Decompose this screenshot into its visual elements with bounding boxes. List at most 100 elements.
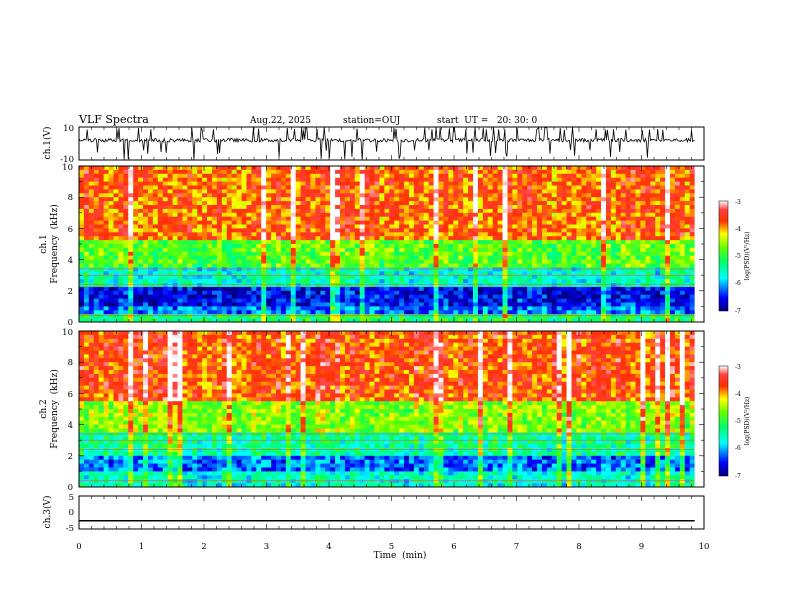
spectrogram-cell xyxy=(665,185,671,190)
spectrogram-cell xyxy=(404,208,410,214)
spectrogram-cell xyxy=(546,220,553,225)
spectrogram-cell xyxy=(108,216,114,221)
spectrogram-cell xyxy=(280,310,287,315)
spectrogram-cell xyxy=(241,177,247,182)
spectrogram-cell xyxy=(404,318,410,323)
spectrogram-cell xyxy=(413,169,420,175)
spectrogram-cell xyxy=(349,259,356,264)
spectrogram-cell xyxy=(532,271,538,276)
spectrogram-cell xyxy=(620,216,627,221)
spectrogram-cell xyxy=(285,193,292,198)
spectrogram-cell xyxy=(473,255,479,260)
spectrogram-cell xyxy=(261,166,267,171)
spectrogram-cell xyxy=(517,244,523,249)
spectrogram-cell xyxy=(182,306,188,311)
spectrogram-cell xyxy=(561,205,567,210)
spectrogram-cell xyxy=(473,166,479,171)
spectrogram-cell xyxy=(325,263,331,268)
spectrogram-cell xyxy=(448,193,454,198)
spectrogram-cell xyxy=(108,185,114,190)
spectrogram-cell xyxy=(670,290,676,296)
spectrogram-cell xyxy=(551,251,558,257)
spectrogram-cell xyxy=(113,290,119,296)
spectrogram-cell xyxy=(93,240,100,245)
spectrogram-cell xyxy=(182,216,188,221)
spectrogram-cell xyxy=(300,181,306,186)
spectrogram-cell xyxy=(428,205,435,210)
spectrogram-cell xyxy=(399,259,405,264)
spectrogram-cell xyxy=(276,205,282,210)
spectrogram-cell xyxy=(113,177,119,182)
spectrogram-cell xyxy=(152,286,159,292)
spectrogram-cell xyxy=(487,255,494,260)
spectrogram-cell xyxy=(423,259,430,264)
spectrogram-cell xyxy=(364,290,370,296)
spectrogram-cell xyxy=(517,306,523,311)
spectrogram-cell xyxy=(566,173,572,179)
spectrogram-cell xyxy=(527,283,533,288)
spectrogram-cell xyxy=(630,259,636,264)
spectrogram-cell xyxy=(172,197,178,202)
spectrogram-cell xyxy=(453,306,459,311)
spectrogram-cell xyxy=(418,201,425,206)
spectrogram-cell xyxy=(473,318,479,323)
spectrogram-cell xyxy=(482,279,489,284)
spectrogram-cell xyxy=(147,228,154,233)
spectrogram-cell xyxy=(315,185,321,190)
spectrogram-cell xyxy=(261,216,267,221)
spectrogram-cell xyxy=(98,271,105,276)
spectrogram-cell xyxy=(246,247,252,253)
spectrogram-cell xyxy=(359,279,366,284)
spectrogram-cell xyxy=(551,310,558,315)
spectrogram-cell xyxy=(118,318,124,323)
spectrogram-cell xyxy=(640,263,646,268)
spectrogram-cell xyxy=(285,314,292,319)
spectrogram-cell xyxy=(541,228,548,233)
spectrogram-cell xyxy=(620,302,627,307)
spectrogram-cell xyxy=(320,197,326,202)
spectrogram-cell xyxy=(468,216,474,221)
spectrogram-cell xyxy=(359,189,366,194)
spectrogram-cell xyxy=(502,251,508,257)
spectrogram-cell xyxy=(468,255,474,260)
spectrogram-cell xyxy=(167,185,173,190)
spectrogram-cell xyxy=(443,244,449,249)
spectrogram-cell xyxy=(340,193,346,198)
spectrogram-cell xyxy=(507,298,513,303)
spectrogram-cell xyxy=(665,302,671,307)
spectrogram-cell xyxy=(79,259,85,264)
spectrogram-cell xyxy=(226,169,233,175)
spectrogram-cell xyxy=(463,286,469,292)
spectrogram-cell xyxy=(152,271,159,276)
spectrogram-cell xyxy=(591,294,597,299)
spectrogram-cell xyxy=(448,220,454,225)
spectrogram-cell xyxy=(147,193,154,198)
spectrogram-cell xyxy=(266,236,272,241)
spectrogram-cell xyxy=(211,314,218,319)
spectrogram-cell xyxy=(266,197,272,202)
spectrogram-cell xyxy=(379,247,385,253)
spectrogram-cell xyxy=(413,205,420,210)
spectrogram-cell xyxy=(349,169,356,175)
spectrogram-cell xyxy=(615,310,622,315)
spectrogram-cell xyxy=(344,279,351,284)
spectrogram-cell xyxy=(251,240,257,245)
spectrogram-cell xyxy=(596,228,602,233)
spectrogram-cell xyxy=(408,201,415,206)
spectrogram-cell xyxy=(330,267,336,272)
spectrogram-cell xyxy=(576,169,582,175)
spectrogram-cell xyxy=(226,310,233,315)
spectrogram-cell xyxy=(340,294,346,299)
spectrogram-cell xyxy=(113,197,119,202)
spectrogram-cell xyxy=(295,240,302,245)
spectrogram-cell xyxy=(670,318,676,323)
spectrogram-cell xyxy=(591,205,597,210)
spectrogram-cell xyxy=(458,212,464,218)
spectrogram-cell xyxy=(152,236,159,241)
spectrogram-cell xyxy=(468,247,474,253)
spectrogram-cell xyxy=(660,271,666,276)
spectrogram-cell xyxy=(152,259,159,264)
spectrogram-cell xyxy=(79,169,85,175)
spectrogram-cell xyxy=(344,185,351,190)
spectrogram-cell xyxy=(128,181,134,186)
